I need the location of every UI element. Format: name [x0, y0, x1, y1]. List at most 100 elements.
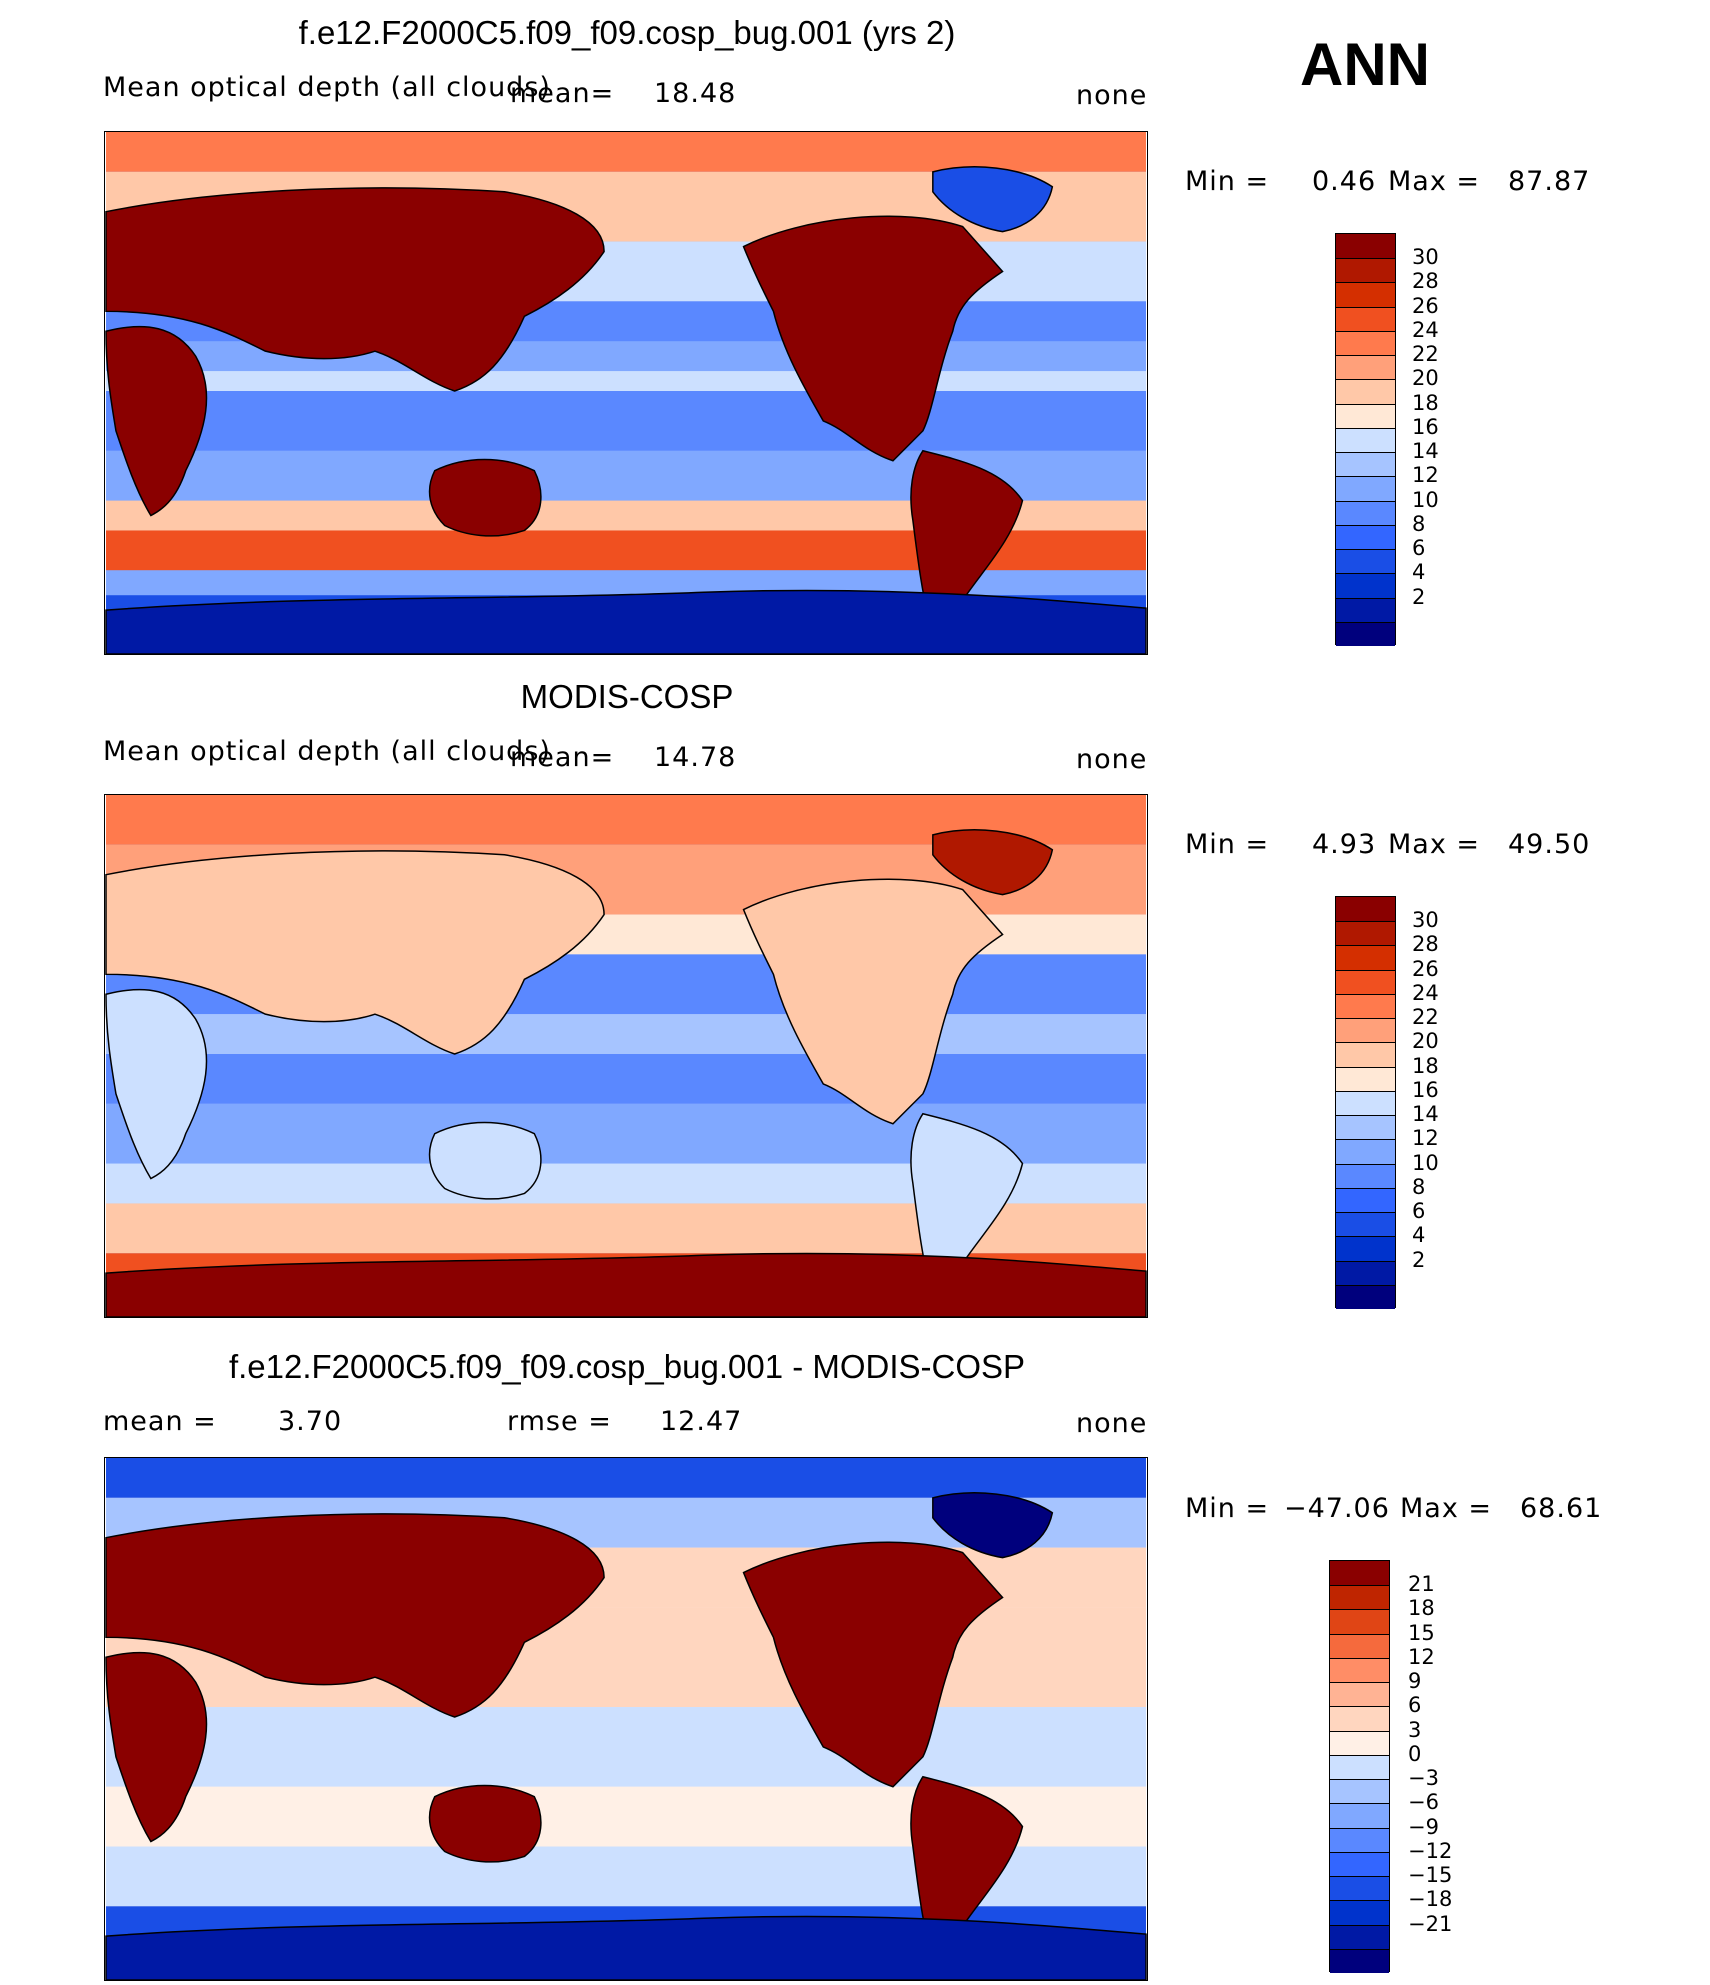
colorbar-tick-label: 4	[1412, 1223, 1426, 1248]
colorbar-segment	[1336, 258, 1395, 283]
colorbar-tick-label: 30	[1412, 908, 1439, 933]
panel3-rmse-value: 12.47	[660, 1406, 743, 1437]
colorbar-tick-label: 8	[1412, 1174, 1426, 1199]
colorbar-tick-label: 16	[1412, 1077, 1439, 1102]
colorbar-segment	[1336, 549, 1395, 574]
colorbar-tick-label: 3	[1408, 1717, 1422, 1742]
colorbar-segment	[1336, 234, 1395, 259]
panel1-max-value: 87.87	[1508, 166, 1591, 197]
panel1-mean-value: 18.48	[654, 78, 737, 109]
colorbar-tick-label: 9	[1408, 1669, 1422, 1694]
colorbar-tick-label: 18	[1412, 390, 1439, 415]
colorbar-segment	[1336, 993, 1395, 1019]
colorbar-tick-label: 18	[1408, 1596, 1435, 1621]
panel2-variable-label: Mean optical depth (all clouds)	[103, 736, 551, 767]
colorbar-segment	[1330, 1876, 1389, 1901]
panel2-mean-value: 14.78	[654, 742, 737, 773]
colorbar-segment	[1336, 1212, 1395, 1237]
panel3-units-label: none	[1076, 1408, 1148, 1439]
colorbar-segment	[1330, 1561, 1389, 1586]
colorbar-tick-label: −3	[1408, 1766, 1439, 1791]
panel3-title: f.e12.F2000C5.f09_f09.cosp_bug.001 - MOD…	[228, 1348, 1026, 1385]
colorbar-segment	[1336, 427, 1395, 453]
colorbar-segment	[1336, 524, 1395, 550]
colorbar-tick-label: 20	[1412, 1029, 1439, 1054]
colorbar-segment	[1330, 1633, 1389, 1658]
colorbar-segment	[1336, 1284, 1395, 1309]
colorbar-tick-label: 22	[1412, 342, 1439, 367]
colorbar-tick-label: 6	[1412, 536, 1426, 561]
colorbar-tick-label: 26	[1412, 293, 1439, 318]
colorbar-tick-label: 30	[1412, 245, 1439, 270]
colorbar-segment	[1336, 306, 1395, 331]
colorbar-segment	[1336, 921, 1395, 946]
colorbar-segment	[1336, 452, 1395, 477]
colorbar-segment	[1336, 1018, 1395, 1043]
colorbar-segment	[1336, 355, 1395, 380]
colorbar-tick-label: −15	[1408, 1863, 1453, 1888]
colorbar-segment	[1336, 1236, 1395, 1261]
colorbar-tick-label: 12	[1412, 1126, 1439, 1151]
panel3-min-value: −47.06	[1284, 1493, 1390, 1524]
colorbar-segment	[1330, 1924, 1389, 1949]
panel2-max-label: Max =	[1388, 829, 1481, 860]
colorbar-segment	[1330, 1682, 1389, 1707]
colorbar-segment	[1336, 945, 1395, 970]
colorbar-segment	[1330, 1779, 1389, 1804]
colorbar-segment	[1336, 897, 1395, 922]
colorbar-segment	[1336, 969, 1395, 994]
colorbar-tick-label: 10	[1412, 487, 1439, 512]
colorbar-tick-label: −9	[1408, 1814, 1439, 1839]
colorbar-tick-label: −6	[1408, 1790, 1439, 1815]
colorbar-segment	[1336, 500, 1395, 525]
colorbar-tick-label: 14	[1412, 1102, 1439, 1127]
colorbar-tick-label: 12	[1408, 1644, 1435, 1669]
colorbar-segment	[1336, 1042, 1395, 1067]
colorbar-segment	[1330, 1900, 1389, 1925]
panel3-max-label: Max =	[1400, 1493, 1493, 1524]
season-label: ANN	[1300, 31, 1430, 98]
colorbar-segment	[1336, 403, 1395, 428]
colorbar-tick-label: 2	[1412, 1247, 1426, 1272]
colorbar-tick-label: 21	[1408, 1572, 1435, 1597]
colorbar-segment	[1336, 1139, 1395, 1164]
panel2-units-label: none	[1076, 744, 1148, 775]
panel1-max-label: Max =	[1388, 166, 1481, 197]
panel1-variable-label: Mean optical depth (all clouds)	[103, 72, 551, 103]
panel3-mean-value: 3.70	[278, 1406, 343, 1437]
colorbar-tick-label: −18	[1408, 1887, 1453, 1912]
panel1-map	[104, 131, 1148, 655]
colorbar-tick-label: 6	[1408, 1693, 1422, 1718]
colorbar-segment	[1330, 1730, 1389, 1755]
colorbar-segment	[1330, 1803, 1389, 1828]
colorbar-segment	[1336, 379, 1395, 404]
colorbar-segment	[1330, 1585, 1389, 1610]
colorbar-segment	[1336, 597, 1395, 622]
panel2-map	[104, 794, 1148, 1318]
colorbar-tick-label: 20	[1412, 366, 1439, 391]
colorbar-segment	[1336, 282, 1395, 307]
colorbar-tick-label: 2	[1412, 584, 1426, 609]
colorbar-tick-label: 4	[1412, 560, 1426, 585]
panel2-mean-label: mean=	[510, 742, 615, 773]
panel1-min-value: 0.46	[1312, 166, 1377, 197]
colorbar-segment	[1330, 1827, 1389, 1852]
colorbar-tick-label: 18	[1412, 1053, 1439, 1078]
panel3-rmse-label: rmse =	[507, 1406, 612, 1437]
colorbar-segment	[1330, 1657, 1389, 1683]
colorbar-tick-label: 14	[1412, 439, 1439, 464]
colorbar-segment	[1330, 1851, 1389, 1877]
colorbar-segment	[1336, 1260, 1395, 1285]
colorbar-tick-label: 28	[1412, 269, 1439, 294]
colorbar-segment	[1330, 1609, 1389, 1634]
colorbar-segment	[1336, 1163, 1395, 1188]
colorbar-segment	[1336, 1187, 1395, 1213]
panel3-colorbar	[1329, 1560, 1390, 1973]
colorbar-segment	[1336, 1115, 1395, 1140]
panel2-title: MODIS-COSP	[520, 678, 734, 715]
colorbar-segment	[1336, 1066, 1395, 1091]
colorbar-tick-label: 15	[1408, 1620, 1435, 1645]
colorbar-tick-label: 28	[1412, 932, 1439, 957]
colorbar-tick-label: 22	[1412, 1005, 1439, 1030]
colorbar-segment	[1336, 621, 1395, 646]
